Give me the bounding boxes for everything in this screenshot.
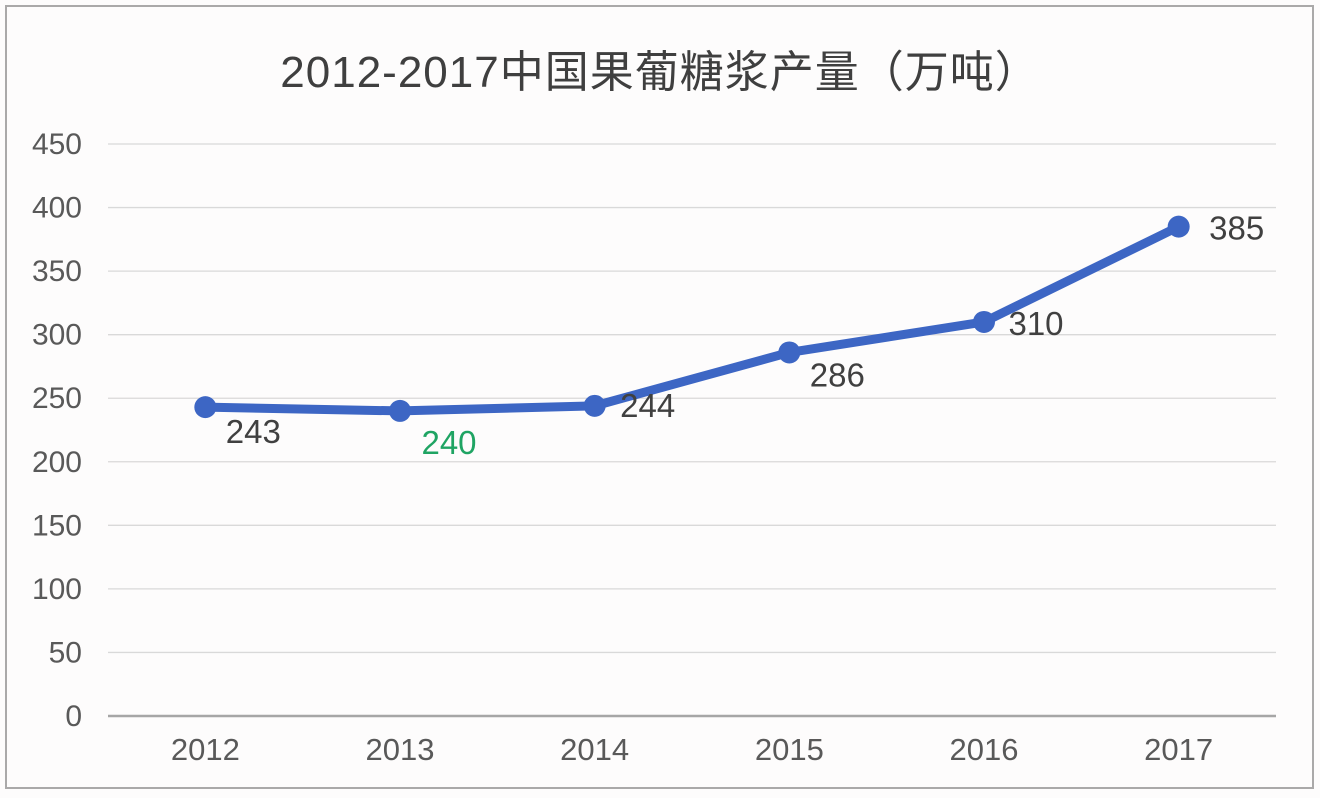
data-point-marker (194, 396, 217, 419)
y-axis-tick-label: 0 (65, 700, 82, 733)
y-axis-tick-label: 100 (32, 573, 82, 606)
y-axis-tick-label: 200 (32, 446, 82, 479)
y-axis-tick-label: 150 (32, 509, 82, 542)
data-point-marker (973, 310, 995, 333)
data-point-marker (1167, 215, 1190, 238)
y-axis-tick-label: 250 (32, 382, 82, 415)
x-axis-tick-label: 2013 (366, 732, 435, 767)
x-axis-tick-label: 2014 (560, 732, 629, 767)
data-point-label: 310 (1008, 305, 1063, 342)
x-axis-tick-label: 2015 (755, 732, 824, 767)
series-line (200, 222, 1184, 416)
y-axis-tick-label: 400 (32, 192, 82, 225)
y-axis-tick-label: 300 (32, 319, 82, 352)
data-point-label: 243 (226, 413, 281, 450)
data-point-label: 240 (421, 424, 476, 461)
data-point-label: 244 (620, 387, 675, 424)
x-axis-tick-label: 2016 (950, 732, 1019, 767)
x-axis-tick-label: 2012 (171, 732, 240, 767)
chart-title: 2012-2017中国果葡糖浆产量（万吨） (280, 48, 1040, 97)
data-point-marker (389, 399, 411, 422)
data-point-label: 286 (810, 356, 865, 393)
y-axis-tick-label: 450 (32, 128, 82, 161)
y-axis-tick-label: 50 (49, 636, 82, 669)
data-point-marker (583, 394, 606, 417)
data-point-label: 385 (1209, 210, 1264, 247)
data-point-marker (778, 341, 801, 364)
x-axis-tick-label: 2017 (1144, 732, 1213, 767)
y-axis-tick-label: 350 (32, 255, 82, 288)
